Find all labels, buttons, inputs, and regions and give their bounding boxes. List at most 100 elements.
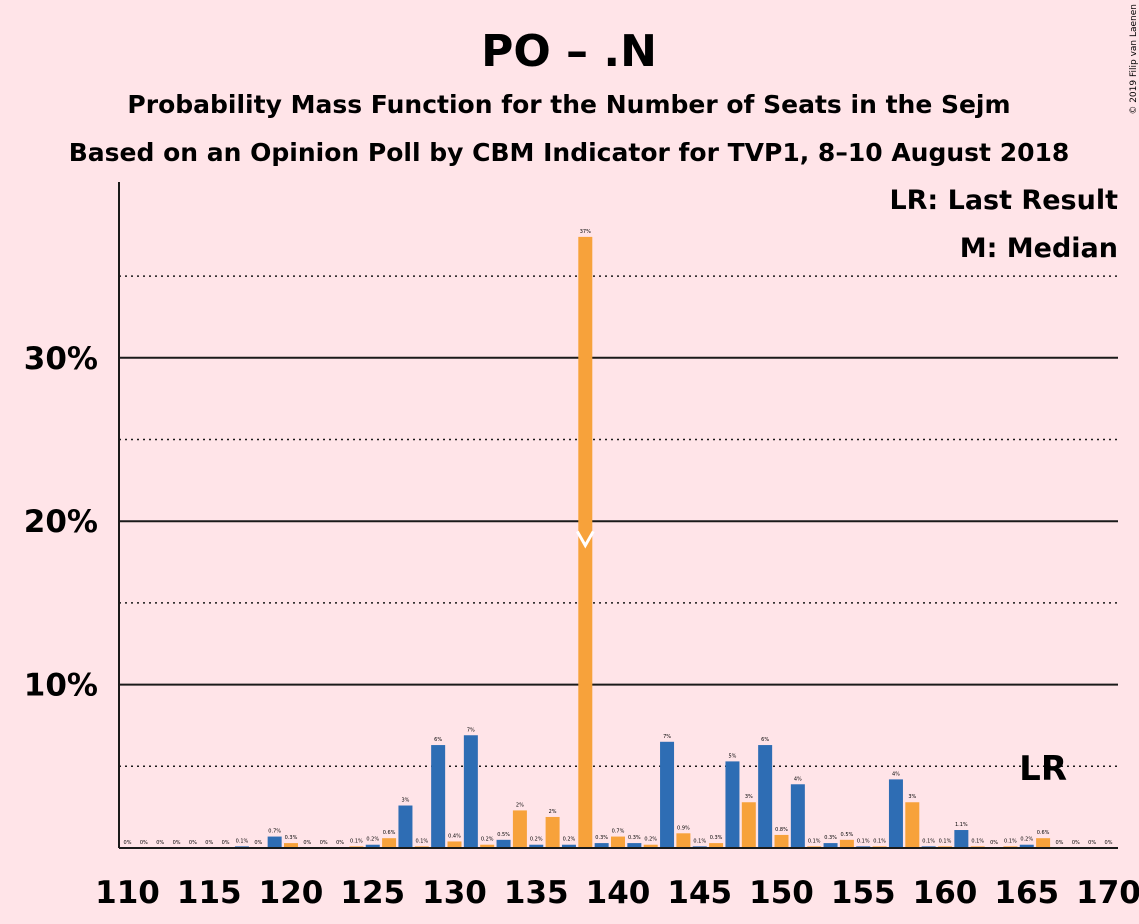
bar-value-label: 3% [401, 798, 409, 804]
bar-value-label: 0.7% [268, 829, 281, 835]
x-tick-label: 145 [667, 875, 732, 911]
bar-seat-140 [611, 836, 625, 848]
bar-seat-126 [382, 838, 397, 848]
bar-seat-139 [594, 843, 609, 848]
x-tick-label: 125 [340, 875, 405, 911]
bar-seat-119 [267, 836, 282, 848]
bar-seat-147 [725, 761, 740, 848]
bar-value-label: 0.2% [481, 837, 494, 843]
bar-seat-149 [758, 745, 773, 848]
y-tick-label: 20% [24, 504, 98, 540]
bar-value-label: 0% [254, 840, 262, 846]
bar-value-label: 0% [173, 840, 181, 846]
bar-value-label: 0% [1105, 840, 1113, 846]
y-tick-labels: 10% 20% 30% [24, 341, 98, 704]
bar-seat-151 [790, 784, 805, 848]
bar-value-label: 0% [303, 840, 311, 846]
bar-value-label: 6% [434, 737, 442, 743]
x-tick-label: 150 [749, 875, 814, 911]
bar-value-label: 0.5% [841, 832, 854, 838]
bar-value-label: 0% [189, 840, 197, 846]
bar-value-label: 0.7% [612, 829, 625, 835]
bar-seat-148 [741, 802, 756, 848]
bar-value-label: 0% [156, 840, 164, 846]
grid-lines [119, 275, 1118, 768]
bars-group [234, 236, 1051, 848]
chart-subtitle-poll: Based on an Opinion Poll by CBM Indicato… [69, 138, 1070, 167]
x-tick-label: 130 [422, 875, 487, 911]
bar-seat-136 [545, 816, 560, 848]
x-tick-label: 155 [831, 875, 896, 911]
bar-seat-125 [365, 844, 380, 848]
bar-value-label: 0.2% [1020, 837, 1033, 843]
y-tick-label: 30% [24, 341, 98, 377]
bar-value-label: 0% [1072, 840, 1080, 846]
bar-value-label: 0.3% [628, 835, 641, 841]
bar-value-label: 0% [140, 840, 148, 846]
bar-seat-161 [954, 830, 969, 848]
bar-value-label: 0.3% [595, 835, 608, 841]
bar-value-label: 0.6% [1037, 830, 1050, 836]
bar-value-label: 2% [516, 802, 524, 808]
bar-value-label: 0% [320, 840, 328, 846]
bar-value-label: 0.5% [497, 832, 510, 838]
bar-seat-137 [561, 844, 576, 848]
bar-value-label: 7% [663, 734, 671, 740]
bar-value-label: 0.3% [285, 835, 298, 841]
bar-seat-143 [660, 741, 675, 848]
bar-value-label: 0.3% [824, 835, 837, 841]
bar-value-label: 0.1% [939, 838, 952, 844]
legend-last-result: LR: Last Result [889, 185, 1118, 216]
median-marker [575, 530, 595, 549]
bar-value-label: 0.2% [530, 837, 543, 843]
bar-value-label: 0.1% [693, 838, 706, 844]
bar-value-label: 5% [728, 753, 736, 759]
bar-value-label: 0.1% [1004, 838, 1017, 844]
bar-seat-141 [627, 843, 642, 848]
bar-value-label: 4% [794, 776, 802, 782]
bar-value-label: 0.1% [415, 838, 428, 844]
x-tick-label: 165 [994, 875, 1059, 911]
last-result-marker: LR [1019, 749, 1067, 789]
bar-seat-131 [463, 735, 478, 848]
bar-value-label: 0% [1088, 840, 1096, 846]
x-tick-label: 170 [1076, 875, 1139, 911]
bar-seat-130 [447, 841, 462, 848]
bar-value-label: 0.2% [563, 837, 576, 843]
bar-value-label: 0% [336, 840, 344, 846]
bar-seat-129 [431, 745, 446, 848]
bar-seat-134 [512, 810, 527, 848]
legend-median: M: Median [960, 233, 1118, 264]
bar-value-label: 0.1% [236, 838, 249, 844]
bar-value-label: 0.4% [448, 833, 461, 839]
bar-labels-group: 0% 0% 0% 0% 0% 0% 0% 0.1% 0%0.7%0.3%0% 0% 0% 0.1% 0.… [124, 229, 1113, 846]
x-tick-labels: 110 115 120 125 130 135 140 145 150 155 160 165 170 [95, 875, 1139, 911]
x-tick-label: 160 [913, 875, 978, 911]
bar-value-label: 0.1% [857, 838, 870, 844]
x-tick-label: 115 [177, 875, 242, 911]
bar-seat-154 [839, 839, 854, 848]
bar-value-label: 37% [580, 229, 591, 235]
bar-value-label: 3% [745, 794, 753, 800]
bar-value-label: 3% [908, 794, 916, 800]
x-tick-label: 140 [586, 875, 651, 911]
x-tick-label: 135 [504, 875, 569, 911]
bar-seat-132 [480, 844, 495, 848]
bar-seat-120 [284, 843, 298, 848]
bar-seat-153 [823, 843, 838, 848]
bar-value-label: 0% [990, 840, 998, 846]
bar-seat-144 [676, 833, 691, 848]
bar-value-label: 0.1% [350, 838, 363, 844]
bar-value-label: 0% [1055, 840, 1063, 846]
bar-seat-133 [496, 839, 511, 848]
bar-value-label: 0.2% [644, 837, 657, 843]
copyright-notice: © 2019 Filip van Laenen [1129, 4, 1139, 115]
bar-value-label: 0% [124, 840, 132, 846]
bar-value-label: 0.1% [808, 838, 821, 844]
bar-value-label: 6% [761, 737, 769, 743]
bar-value-label: 0.6% [383, 830, 396, 836]
bar-value-label: 0.9% [677, 825, 690, 831]
x-tick-label: 110 [95, 875, 160, 911]
